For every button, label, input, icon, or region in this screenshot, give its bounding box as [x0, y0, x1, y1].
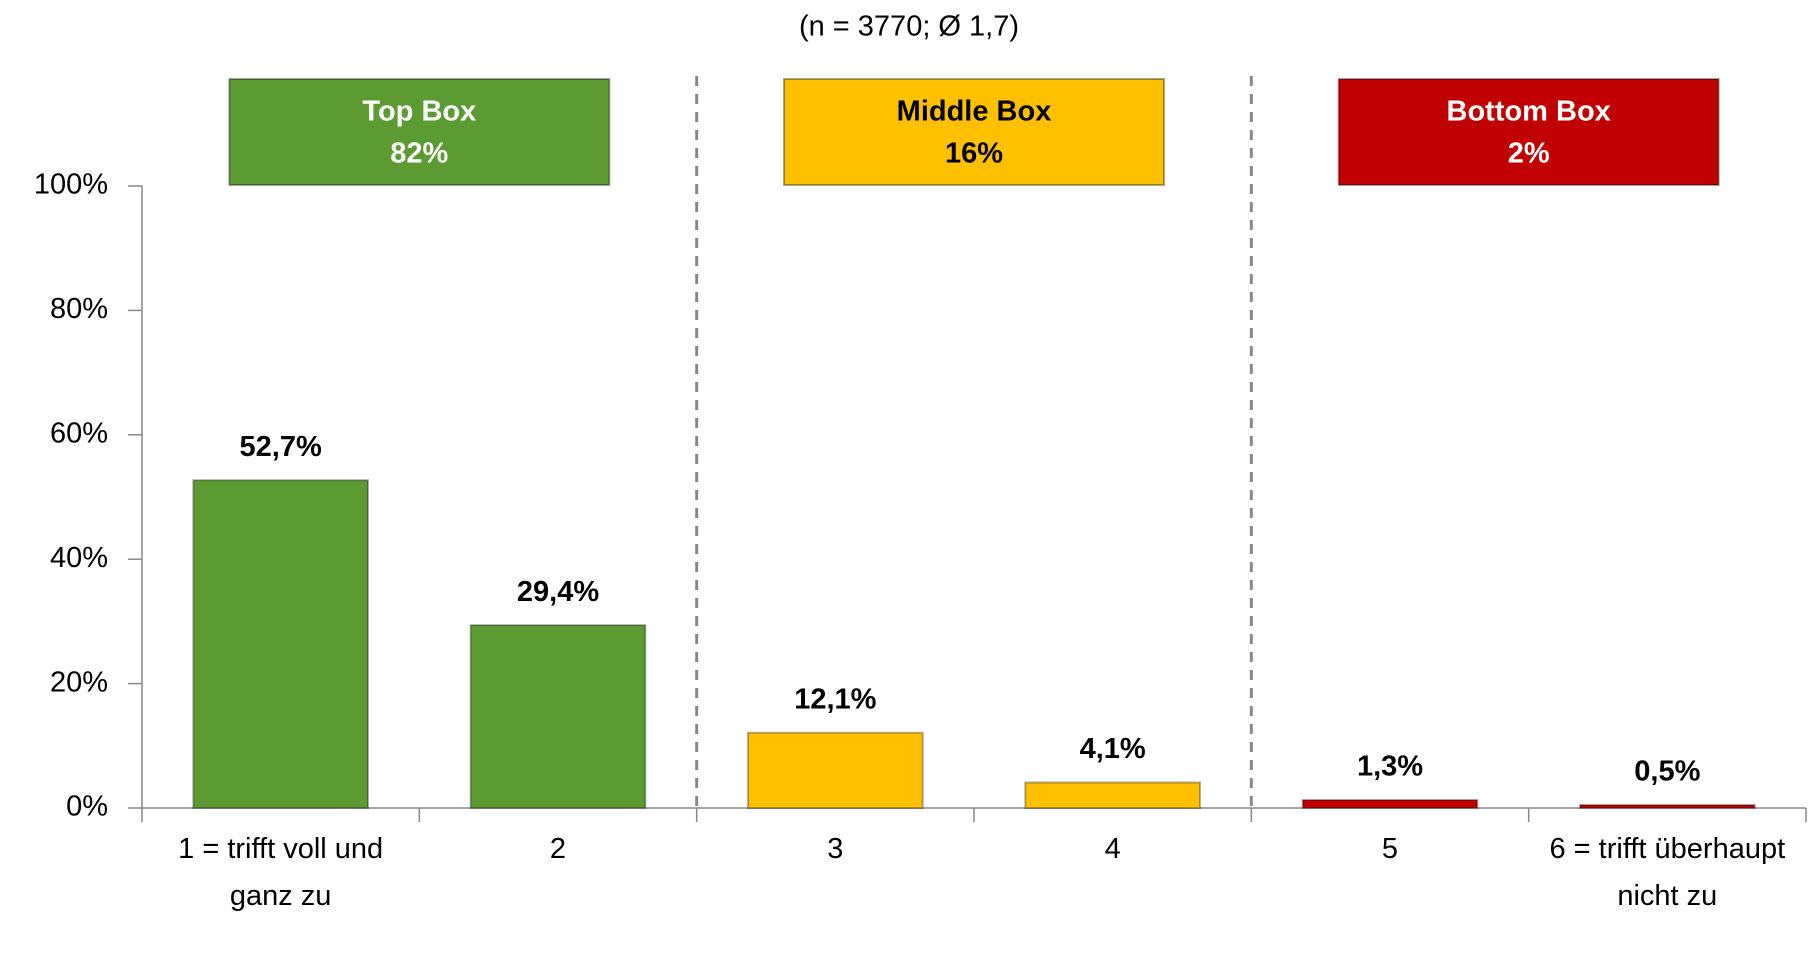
- x-tick-label: 1 = trifft voll und ganz zu: [178, 833, 384, 912]
- bar: [1024, 781, 1202, 809]
- x-tick-label: 5: [1381, 833, 1399, 865]
- y-tick-label: 80%: [50, 293, 108, 325]
- group-box-label: Middle Box: [897, 96, 1052, 128]
- y-tick-label: 60%: [50, 417, 108, 449]
- chart-subtitle: (n = 3770; Ø 1,7): [799, 11, 1019, 43]
- bar: [1301, 798, 1479, 810]
- group-box-label: Top Box: [362, 96, 476, 128]
- bar: [192, 479, 370, 809]
- y-tick-label: 20%: [50, 666, 108, 698]
- group-box: [1337, 78, 1720, 186]
- x-tick-label: 3: [827, 833, 844, 865]
- x-tick-label: 4: [1104, 833, 1121, 865]
- group-box: [228, 78, 611, 186]
- value-label: 12,1%: [794, 683, 876, 715]
- value-label: 1,3%: [1357, 751, 1423, 783]
- y-tick-label: 0%: [66, 791, 108, 823]
- x-tick-label: 6 = trifft überhaupt nicht zu: [1549, 833, 1786, 912]
- y-tick-label: 100%: [34, 169, 108, 201]
- x-tick-label: 2: [549, 833, 567, 865]
- group-box-value: 2%: [1508, 138, 1550, 170]
- group-box-value: 16%: [945, 138, 1003, 170]
- value-label: 4,1%: [1080, 733, 1146, 765]
- value-label: 29,4%: [517, 576, 599, 608]
- group-box-label: Bottom Box: [1447, 96, 1611, 128]
- value-label: 0,5%: [1634, 756, 1700, 788]
- y-tick-label: 40%: [50, 542, 108, 574]
- bar: [746, 731, 924, 809]
- group-box: [783, 78, 1165, 186]
- bar: [469, 624, 647, 810]
- value-label: 52,7%: [240, 431, 322, 463]
- group-box-value: 82%: [390, 138, 448, 170]
- bar: [1578, 803, 1756, 810]
